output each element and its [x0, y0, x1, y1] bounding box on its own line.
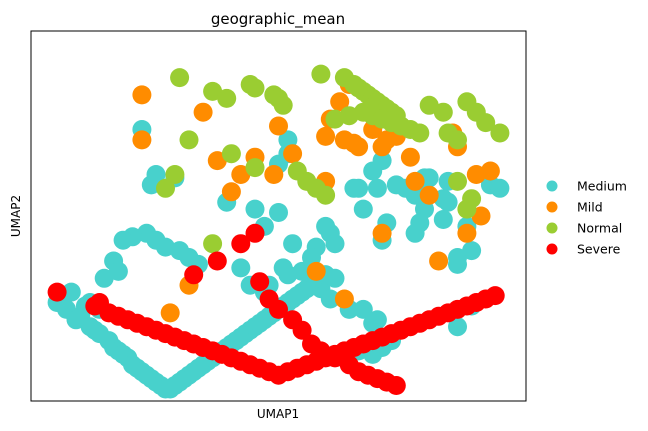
point-mild: [372, 223, 392, 243]
point-normal: [245, 78, 265, 98]
legend-label-mild: Mild: [577, 200, 603, 215]
legend-marker-normal: [546, 222, 558, 234]
point-mild: [471, 206, 491, 226]
point-mild: [349, 137, 369, 157]
point-severe: [245, 223, 265, 243]
point-normal: [311, 64, 331, 84]
point-mild: [457, 223, 477, 243]
point-mild: [306, 261, 326, 281]
point-normal: [156, 178, 175, 198]
point-medium: [283, 234, 303, 254]
point-severe: [485, 286, 505, 306]
legend-label-medium: Medium: [577, 179, 627, 194]
point-normal: [490, 123, 510, 143]
plot-frame: [30, 30, 527, 402]
point-severe: [207, 251, 227, 271]
legend-marker-medium: [546, 180, 558, 192]
point-normal: [433, 102, 453, 122]
point-normal: [179, 130, 199, 150]
point-severe: [231, 234, 251, 254]
point-medium: [405, 223, 425, 243]
point-normal: [221, 144, 241, 164]
point-mild: [400, 147, 420, 167]
point-mild: [480, 161, 500, 181]
point-medium: [367, 178, 387, 198]
point-mild: [330, 92, 350, 112]
point-medium: [363, 161, 383, 181]
point-mild: [132, 85, 152, 105]
y-axis-label: UMAP2: [9, 195, 23, 237]
point-normal: [448, 130, 467, 150]
point-medium: [438, 192, 458, 212]
point-mild: [283, 144, 303, 164]
point-severe: [269, 299, 288, 319]
point-mild: [405, 171, 425, 191]
point-mild: [207, 151, 227, 171]
point-normal: [457, 199, 477, 219]
point-normal: [316, 185, 336, 205]
point-mild: [334, 289, 354, 309]
point-mild: [221, 182, 241, 202]
point-severe: [311, 341, 331, 361]
point-medium: [448, 254, 467, 274]
legend: Medium Mild Normal Severe: [546, 179, 627, 257]
series-severe: [47, 223, 505, 395]
point-normal: [419, 95, 439, 115]
point-normal: [203, 234, 223, 254]
legend-marker-severe: [546, 243, 558, 255]
point-normal: [203, 81, 223, 101]
point-mild: [132, 130, 152, 150]
point-medium: [448, 317, 467, 337]
point-medium: [353, 299, 373, 319]
point-medium: [462, 241, 482, 261]
point-medium: [231, 258, 251, 278]
point-mild: [316, 126, 336, 146]
point-mild: [264, 165, 284, 184]
point-normal: [165, 165, 185, 184]
point-medium: [278, 265, 298, 285]
point-medium: [94, 268, 114, 288]
point-medium: [141, 175, 161, 195]
point-normal: [410, 123, 430, 143]
point-medium: [108, 261, 128, 281]
point-medium: [269, 203, 288, 222]
point-medium: [245, 199, 265, 219]
point-mild: [160, 303, 180, 323]
point-severe: [184, 265, 204, 285]
point-mild: [419, 185, 439, 205]
point-normal: [170, 68, 190, 88]
point-normal: [476, 113, 496, 133]
points-layer: [47, 64, 510, 399]
chart-title: geographic_mean: [211, 10, 345, 29]
point-normal: [273, 95, 293, 115]
point-normal: [448, 171, 467, 191]
point-mild: [193, 102, 213, 122]
point-medium: [113, 230, 133, 250]
point-severe: [250, 272, 270, 292]
point-severe: [386, 376, 406, 395]
point-normal: [217, 88, 237, 108]
point-medium: [363, 313, 383, 333]
point-medium: [433, 210, 453, 229]
point-medium: [490, 178, 510, 198]
legend-label-normal: Normal: [577, 221, 622, 236]
x-axis-label: UMAP1: [257, 407, 299, 421]
point-medium: [292, 261, 312, 281]
point-medium: [325, 234, 345, 254]
legend-marker-mild: [546, 201, 558, 213]
series-normal: [156, 64, 510, 254]
point-mild: [429, 251, 449, 271]
point-medium: [353, 199, 373, 219]
point-normal: [325, 109, 345, 129]
point-mild: [231, 165, 251, 184]
legend-label-severe: Severe: [577, 242, 621, 257]
point-medium: [344, 178, 364, 198]
point-medium: [320, 289, 340, 309]
point-mild: [269, 116, 288, 136]
point-severe: [325, 348, 345, 368]
point-severe: [47, 282, 67, 302]
point-normal: [245, 158, 265, 178]
point-severe: [292, 320, 312, 340]
